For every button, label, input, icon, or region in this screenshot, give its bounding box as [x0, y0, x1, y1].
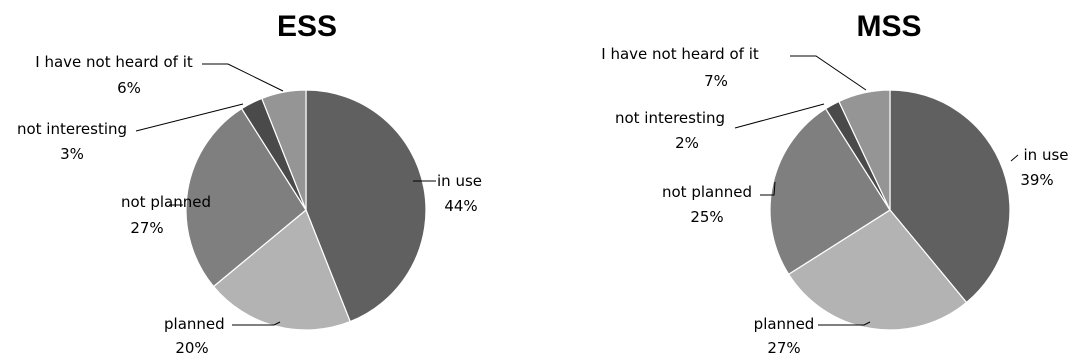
- slice-percent-label: 6%: [117, 79, 141, 97]
- pie-slice-i-have-not-heard-of-it: [261, 89, 307, 211]
- slice-percent-label: 3%: [60, 145, 84, 163]
- pie-slice-in-use: [305, 89, 427, 323]
- chart-title: ESS: [277, 10, 337, 43]
- leader-line-planned: [818, 321, 871, 326]
- leader-line-not-interesting: [135, 103, 244, 132]
- slice-percent-label: 27%: [130, 219, 163, 237]
- slice-name-label: not interesting: [615, 109, 725, 127]
- leader-line-in-use: [1010, 154, 1019, 162]
- pie-slice-in-use: [889, 89, 1011, 304]
- leader-line-planned: [232, 321, 281, 326]
- slice-percent-label: 2%: [675, 134, 699, 152]
- chart-title: MSS: [856, 10, 921, 43]
- slice-percent-label: 39%: [1020, 171, 1053, 189]
- slice-name-label: planned: [754, 315, 815, 333]
- slice-name-label: planned: [164, 315, 225, 333]
- slice-name-label: not planned: [121, 193, 211, 211]
- slice-name-label: I have not heard of it: [601, 45, 759, 63]
- leader-line-not-planned: [760, 181, 776, 196]
- pie-slice-not-planned: [769, 107, 891, 276]
- pie-slice-i-have-not-heard-of-it: [838, 89, 891, 211]
- leader-line-i-have-not-heard-of-it: [790, 55, 867, 91]
- leader-line-i-have-not-heard-of-it: [202, 63, 284, 92]
- slice-name-label: not interesting: [17, 120, 127, 138]
- slice-percent-label: 25%: [690, 208, 723, 226]
- pie-slice-not-planned: [185, 107, 307, 288]
- slice-percent-label: 44%: [444, 197, 477, 215]
- slice-name-label: not planned: [662, 183, 752, 201]
- slice-name-label: in use: [437, 172, 482, 190]
- pie-slice-planned: [212, 209, 351, 331]
- mss-pie-chart: MSS in use 39% planned 27% not planned 25% not …: [601, 10, 1068, 357]
- slice-percent-label: 27%: [767, 339, 800, 357]
- ess-pie-chart: ESS in use 44% planned 20% not planned 27% not …: [17, 10, 482, 357]
- slice-name-label: I have not heard of it: [35, 53, 193, 71]
- slice-name-label: in use: [1024, 146, 1069, 164]
- slice-percent-label: 20%: [175, 339, 208, 357]
- pie-slice-planned: [787, 209, 968, 331]
- slice-percent-label: 7%: [704, 72, 728, 90]
- leader-line-not-interesting: [734, 103, 825, 129]
